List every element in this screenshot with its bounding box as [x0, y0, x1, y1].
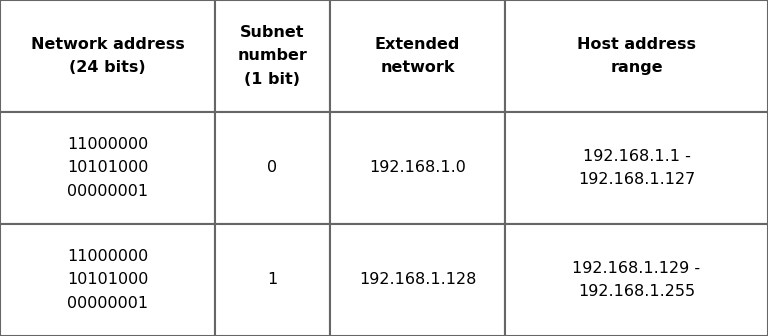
Text: 11000000
10101000
00000001: 11000000 10101000 00000001 — [67, 249, 148, 311]
Bar — [505, 224, 768, 336]
Bar — [215, 224, 330, 336]
Bar — [215, 112, 330, 224]
Text: 192.168.1.1 -
192.168.1.127: 192.168.1.1 - 192.168.1.127 — [578, 149, 695, 187]
Text: 11000000
10101000
00000001: 11000000 10101000 00000001 — [67, 137, 148, 199]
Text: 1: 1 — [267, 272, 277, 288]
Bar — [505, 112, 768, 224]
Text: Network address
(24 bits): Network address (24 bits) — [31, 37, 184, 75]
Bar — [505, 0, 768, 112]
Text: 192.168.1.0: 192.168.1.0 — [369, 161, 466, 175]
Bar — [0, 0, 215, 112]
Bar — [0, 112, 215, 224]
Bar — [215, 0, 330, 112]
Text: Extended
network: Extended network — [375, 37, 460, 75]
Bar — [330, 224, 505, 336]
Text: Subnet
number
(1 bit): Subnet number (1 bit) — [237, 25, 307, 87]
Bar — [0, 224, 215, 336]
Text: 192.168.1.129 -
192.168.1.255: 192.168.1.129 - 192.168.1.255 — [572, 261, 700, 299]
Text: 192.168.1.128: 192.168.1.128 — [359, 272, 476, 288]
Text: Host address
range: Host address range — [577, 37, 696, 75]
Bar — [330, 0, 505, 112]
Bar — [330, 112, 505, 224]
Text: 0: 0 — [267, 161, 277, 175]
